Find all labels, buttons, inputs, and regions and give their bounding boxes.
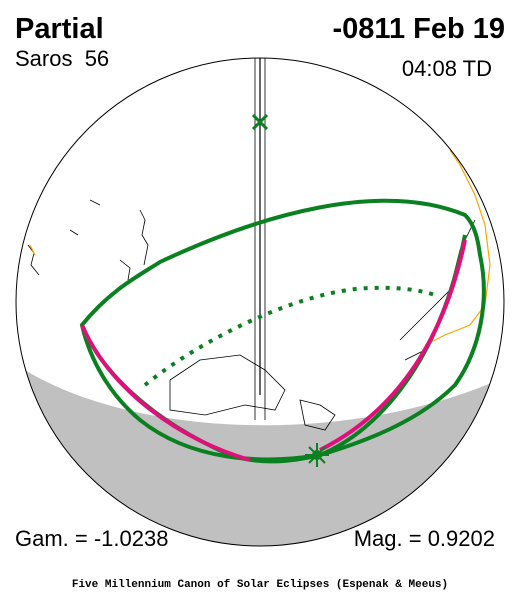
credit: Five Millennium Canon of Solar Eclipses … <box>72 579 448 591</box>
coastlines-highlight <box>29 149 491 346</box>
eclipse-type: Partial <box>15 13 104 45</box>
coastlines <box>27 199 476 431</box>
magnitude: Mag. = 0.9202 <box>354 526 495 551</box>
max-eclipse-curve <box>80 239 467 462</box>
sunrise-sunset-line <box>143 285 436 387</box>
time: 04:08 TD <box>402 56 492 81</box>
eclipse-date: -0811 Feb 19 <box>333 13 506 45</box>
penumbra-limit <box>79 198 486 462</box>
globe-outline <box>15 57 505 547</box>
pole-marker <box>251 113 269 131</box>
saros: Saros 56 <box>15 46 109 71</box>
gamma: Gam. = -1.0238 <box>15 526 168 551</box>
greatest-eclipse-marker <box>305 443 329 467</box>
